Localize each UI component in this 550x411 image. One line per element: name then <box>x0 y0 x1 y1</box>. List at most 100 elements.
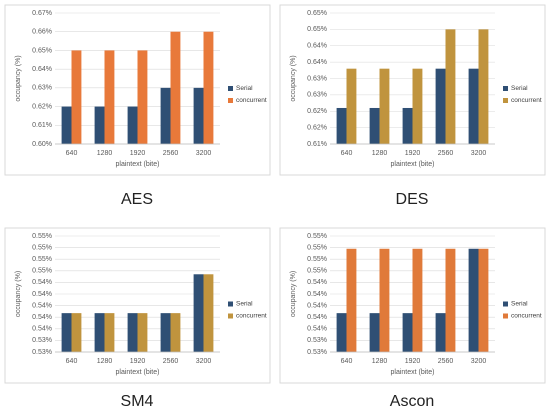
legend-swatch <box>503 86 508 91</box>
legend-swatch <box>503 301 508 307</box>
legend-swatch <box>228 313 233 319</box>
bar <box>94 313 105 352</box>
bar <box>369 313 380 352</box>
bar <box>160 87 171 144</box>
x-tick-label: 640 <box>66 358 78 365</box>
y-tick-label: 0.55% <box>307 256 327 263</box>
bar <box>468 68 479 144</box>
chart-caption: SM4 <box>121 393 154 410</box>
bar <box>170 313 181 352</box>
y-tick-label: 0.54% <box>32 291 52 298</box>
legend-swatch <box>228 86 233 91</box>
bar <box>61 106 72 144</box>
bar <box>379 248 390 352</box>
y-tick-label: 0.55% <box>32 233 52 240</box>
y-tick-label: 0.54% <box>32 279 52 286</box>
bar <box>94 106 105 144</box>
y-tick-label: 0.55% <box>32 268 52 275</box>
bar <box>61 313 72 352</box>
bar <box>336 313 347 352</box>
bar <box>412 68 423 144</box>
legend-label: concurrent <box>236 313 267 320</box>
bar <box>412 248 423 352</box>
bar <box>402 107 413 144</box>
y-tick-label: 0.61% <box>307 141 327 148</box>
y-tick-label: 0.54% <box>307 279 327 286</box>
x-axis-title: plaintext (bite) <box>391 369 435 376</box>
y-tick-label: 0.53% <box>307 337 327 344</box>
x-tick-label: 2560 <box>438 358 454 365</box>
y-tick-label: 0.62% <box>307 124 327 131</box>
y-tick-label: 0.63% <box>307 75 327 82</box>
y-tick-label: 0.53% <box>307 349 327 356</box>
legend-label: concurrent <box>236 97 267 104</box>
y-tick-label: 0.65% <box>307 10 327 17</box>
bar <box>104 50 115 144</box>
x-tick-label: 1920 <box>405 358 421 365</box>
legend-label: concurrent <box>511 97 542 104</box>
y-tick-label: 0.60% <box>32 141 52 148</box>
chart-caption: Ascon <box>390 393 434 410</box>
bar <box>379 68 390 144</box>
x-axis-title: plaintext (bite) <box>391 161 435 168</box>
y-tick-label: 0.67% <box>32 10 52 17</box>
chart-caption: AES <box>121 191 153 208</box>
y-tick-label: 0.55% <box>307 244 327 251</box>
y-tick-label: 0.53% <box>32 337 52 344</box>
y-tick-label: 0.62% <box>32 103 52 110</box>
x-tick-label: 1280 <box>97 358 113 365</box>
bar <box>160 313 171 352</box>
legend-label: Serial <box>511 301 528 308</box>
legend-label: concurrent <box>511 313 542 320</box>
bar <box>203 274 214 352</box>
bar <box>336 107 347 144</box>
x-tick-label: 2560 <box>163 150 179 157</box>
legend-label: Serial <box>236 301 253 308</box>
y-tick-label: 0.64% <box>307 43 327 50</box>
x-tick-label: 640 <box>341 150 353 157</box>
bar <box>137 50 148 144</box>
x-tick-label: 1920 <box>405 150 421 157</box>
y-tick-label: 0.55% <box>307 233 327 240</box>
legend-swatch <box>503 98 508 103</box>
bar <box>127 313 138 352</box>
bar <box>468 248 479 352</box>
bar <box>71 313 82 352</box>
y-tick-label: 0.65% <box>307 26 327 33</box>
legend-swatch <box>228 301 233 307</box>
x-tick-label: 1920 <box>130 150 146 157</box>
y-tick-label: 0.55% <box>32 244 52 251</box>
legend-swatch <box>228 98 233 103</box>
y-tick-label: 0.64% <box>32 66 52 73</box>
chart-caption: DES <box>396 191 429 208</box>
bar <box>104 313 115 352</box>
bar <box>127 106 138 144</box>
legend-swatch <box>503 313 508 319</box>
y-tick-label: 0.63% <box>307 92 327 99</box>
panel-frame <box>4 227 271 384</box>
bar <box>346 68 357 144</box>
x-tick-label: 3200 <box>196 358 212 365</box>
y-tick-label: 0.54% <box>307 326 327 333</box>
bar <box>71 50 82 144</box>
panel-frame <box>279 4 546 176</box>
y-axis-title: occupancy (%) <box>15 271 22 317</box>
y-axis-title: occupancy (%) <box>15 55 22 101</box>
bar <box>402 313 413 352</box>
bar <box>193 274 204 352</box>
y-tick-label: 0.55% <box>307 268 327 275</box>
y-tick-label: 0.65% <box>32 47 52 54</box>
y-tick-label: 0.54% <box>32 314 52 321</box>
y-tick-label: 0.54% <box>307 291 327 298</box>
bar <box>346 248 357 352</box>
x-tick-label: 1280 <box>97 150 113 157</box>
x-axis-title: plaintext (bite) <box>116 161 160 168</box>
panel-frame <box>279 227 546 384</box>
panel-frame <box>4 4 271 176</box>
y-tick-label: 0.54% <box>32 326 52 333</box>
bar <box>170 31 181 144</box>
y-tick-label: 0.54% <box>32 302 52 309</box>
y-tick-label: 0.53% <box>32 349 52 356</box>
bar <box>435 313 446 352</box>
